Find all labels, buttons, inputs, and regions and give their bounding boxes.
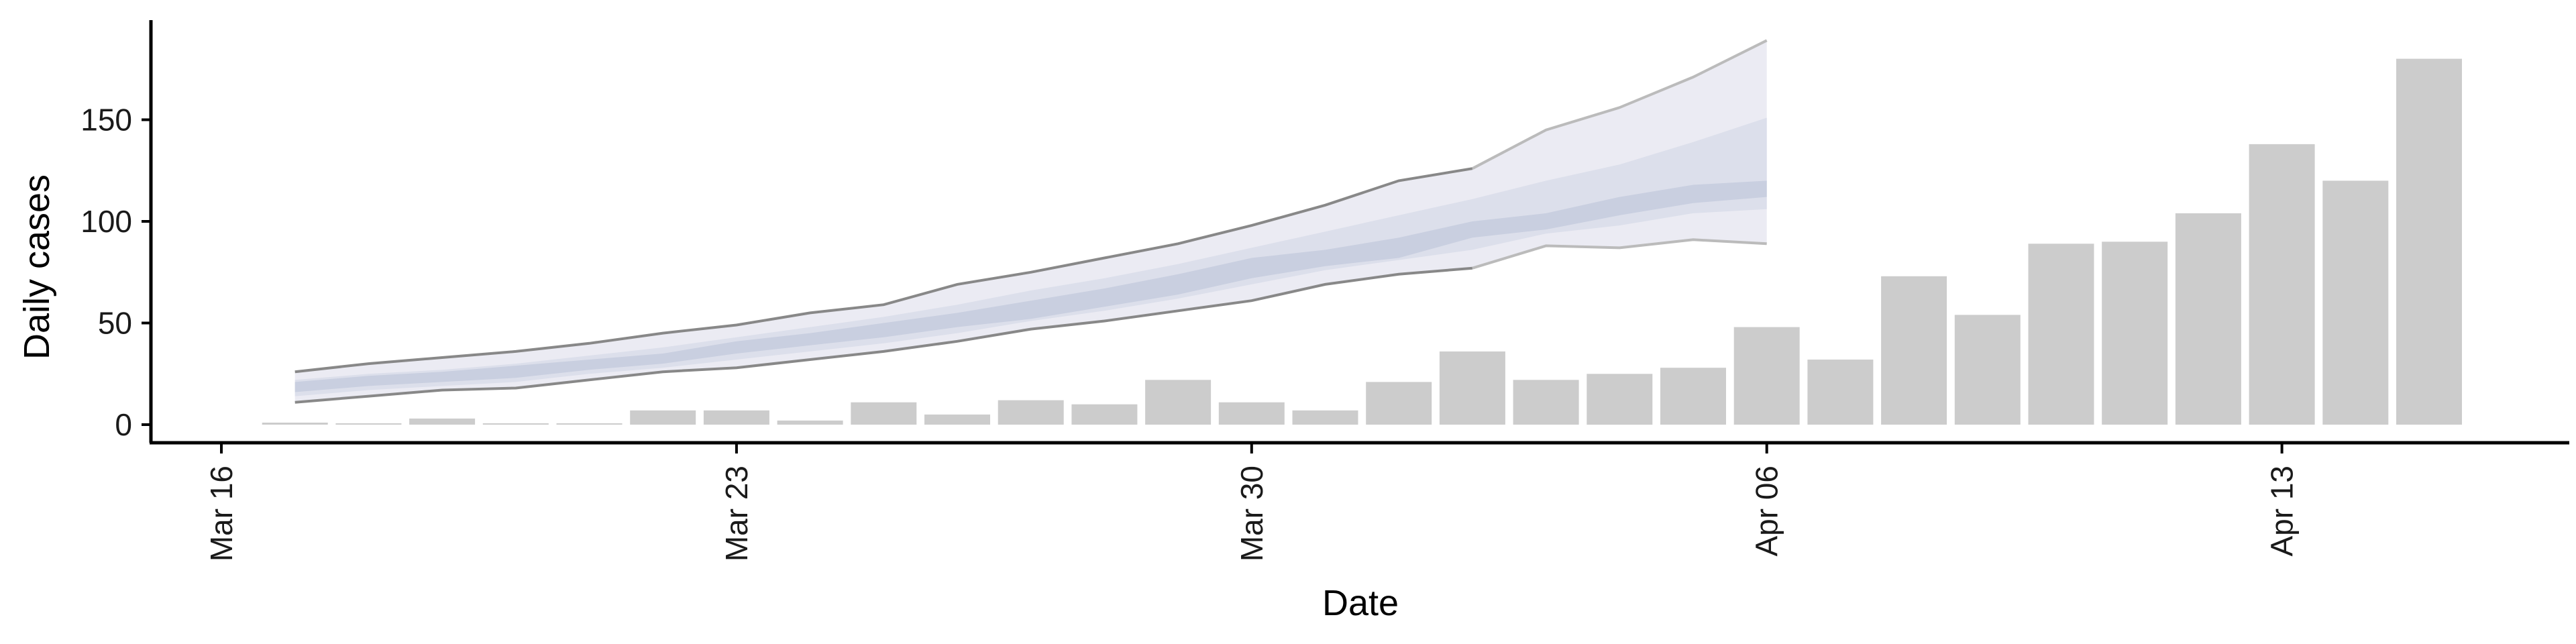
bar	[1513, 380, 1579, 425]
forecast-layer	[294, 39, 1768, 404]
bar	[2102, 241, 2168, 425]
bar	[851, 402, 917, 425]
x-tick-label: Mar 30	[1234, 466, 1269, 561]
x-tick-label: Apr 13	[2265, 466, 2300, 557]
bar	[2175, 213, 2241, 425]
axes-layer: 0 50 100 150 Mar 16 Mar 23 Mar 30 Apr 06 Apr 13	[80, 20, 2569, 561]
bar	[924, 414, 990, 425]
bar	[2028, 244, 2094, 425]
bar	[1292, 410, 1358, 425]
bar	[1071, 404, 1138, 425]
bar	[703, 410, 769, 425]
bar	[2396, 58, 2462, 425]
bar	[1439, 351, 1505, 425]
y-tick-label: 50	[98, 306, 132, 341]
forecast-inner-band	[294, 180, 1767, 392]
bar	[262, 423, 328, 425]
bar	[998, 400, 1064, 425]
forecast-lower-line-late	[1472, 238, 1767, 270]
bar	[1807, 360, 1874, 425]
x-tick-label: Mar 16	[204, 466, 239, 561]
bar	[777, 420, 843, 425]
x-tick-label: Apr 06	[1750, 466, 1784, 557]
x-tick-label: Mar 23	[719, 466, 754, 561]
bar	[1660, 368, 1726, 425]
bar	[1587, 374, 1653, 425]
y-tick-label: 150	[80, 103, 132, 138]
forecast-upper-line-early	[294, 167, 1473, 374]
bar	[1954, 315, 2021, 425]
bar	[1218, 402, 1285, 425]
forecast-lower-line-early	[294, 266, 1473, 404]
y-axis-title: Daily cases	[17, 174, 57, 360]
bar	[630, 410, 696, 425]
bar	[2322, 180, 2389, 425]
bar	[556, 423, 623, 425]
bar	[1733, 327, 1800, 425]
forecast-upper-line-late	[1471, 39, 1768, 170]
y-tick-label: 100	[80, 204, 132, 239]
bar	[409, 418, 476, 425]
bar	[1881, 276, 1947, 425]
bar	[1366, 382, 1432, 425]
bar	[2249, 144, 2315, 425]
bar	[482, 423, 549, 425]
bar	[335, 423, 402, 425]
bar	[1145, 380, 1212, 425]
y-tick-label: 0	[115, 407, 132, 442]
x-axis-title: Date	[1322, 583, 1399, 623]
bars-layer	[262, 58, 2462, 425]
